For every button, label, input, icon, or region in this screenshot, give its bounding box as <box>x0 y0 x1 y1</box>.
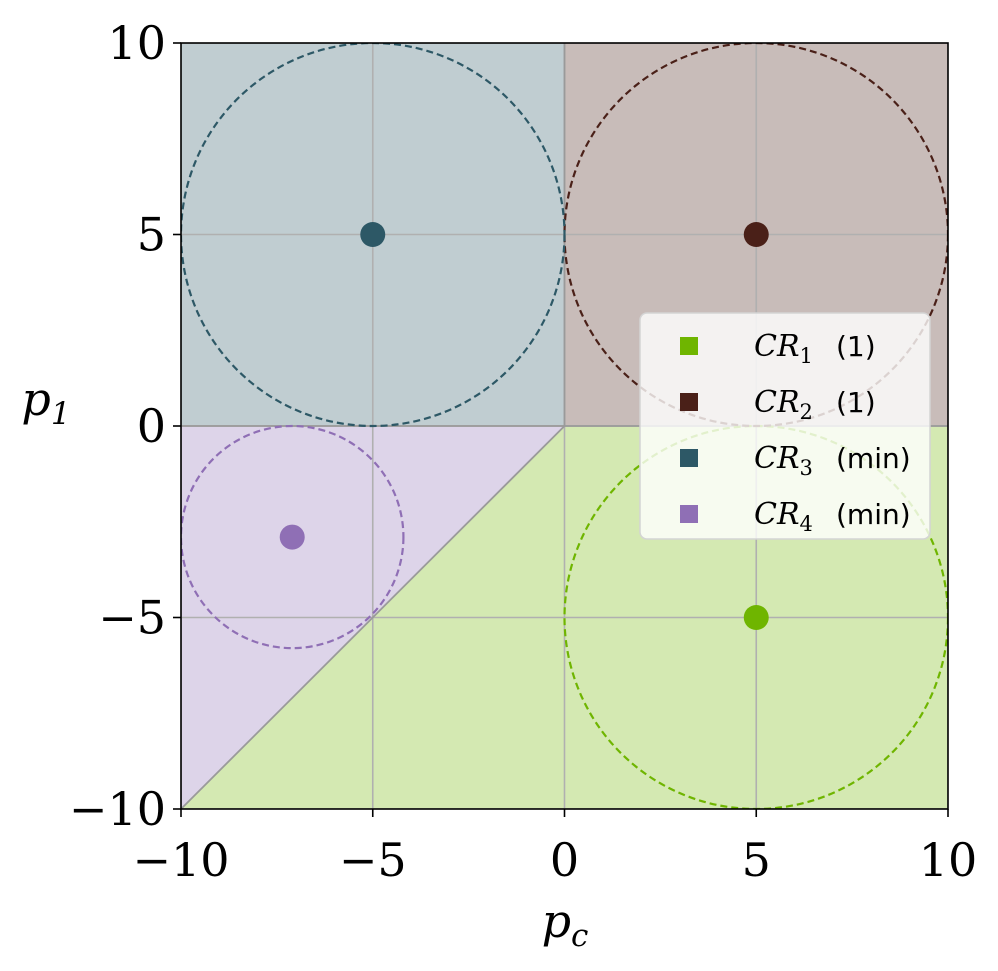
region-boundary <box>181 425 566 809</box>
point-4 <box>279 524 305 550</box>
legend-label-2: CR2 <box>754 385 813 424</box>
ticks-layer: −10 −5 0 5 10 −10 −5 0 5 10 <box>69 16 977 887</box>
y-tick-label: −5 <box>98 591 166 645</box>
y-axis-label: p1 <box>21 372 70 432</box>
axis-labels: pc p1 <box>21 372 588 954</box>
points-layer <box>279 222 769 630</box>
circle-4 <box>181 424 405 650</box>
legend-tag-4: (min) <box>836 498 911 531</box>
legend-tag-1: (1) <box>836 330 876 363</box>
x-axis-label: pc <box>542 894 589 954</box>
x-tick-label: 0 <box>550 833 579 887</box>
y-tick-label: 0 <box>137 399 166 453</box>
point-1 <box>743 605 769 630</box>
x-tick-label: −10 <box>132 833 229 887</box>
legend-swatch-1 <box>680 337 698 355</box>
point-2 <box>743 222 769 247</box>
x-tick-label: −5 <box>339 833 407 887</box>
legend-swatch-3 <box>680 449 698 467</box>
legend-swatch-2 <box>680 393 698 411</box>
legend-box <box>639 312 931 540</box>
legend-tag-3: (min) <box>836 442 911 475</box>
legend: CR1 (1) CR2 (1) CR3 (min) CR4 (min) <box>639 312 931 540</box>
legend-tag-2: (1) <box>836 386 876 419</box>
legend-label-1: CR1 <box>754 329 813 368</box>
legend-swatch-4 <box>680 505 698 523</box>
x-tick-label: 5 <box>742 833 771 887</box>
y-tick-label: −10 <box>69 782 166 836</box>
circle-3 <box>181 43 566 428</box>
point-3 <box>360 222 386 247</box>
x-tick-label: 10 <box>919 833 978 887</box>
legend-label-4: CR4 <box>754 497 813 536</box>
y-tick-label: 10 <box>107 16 166 70</box>
y-tick-label: 5 <box>137 208 166 262</box>
legend-label-3: CR3 <box>754 441 813 480</box>
